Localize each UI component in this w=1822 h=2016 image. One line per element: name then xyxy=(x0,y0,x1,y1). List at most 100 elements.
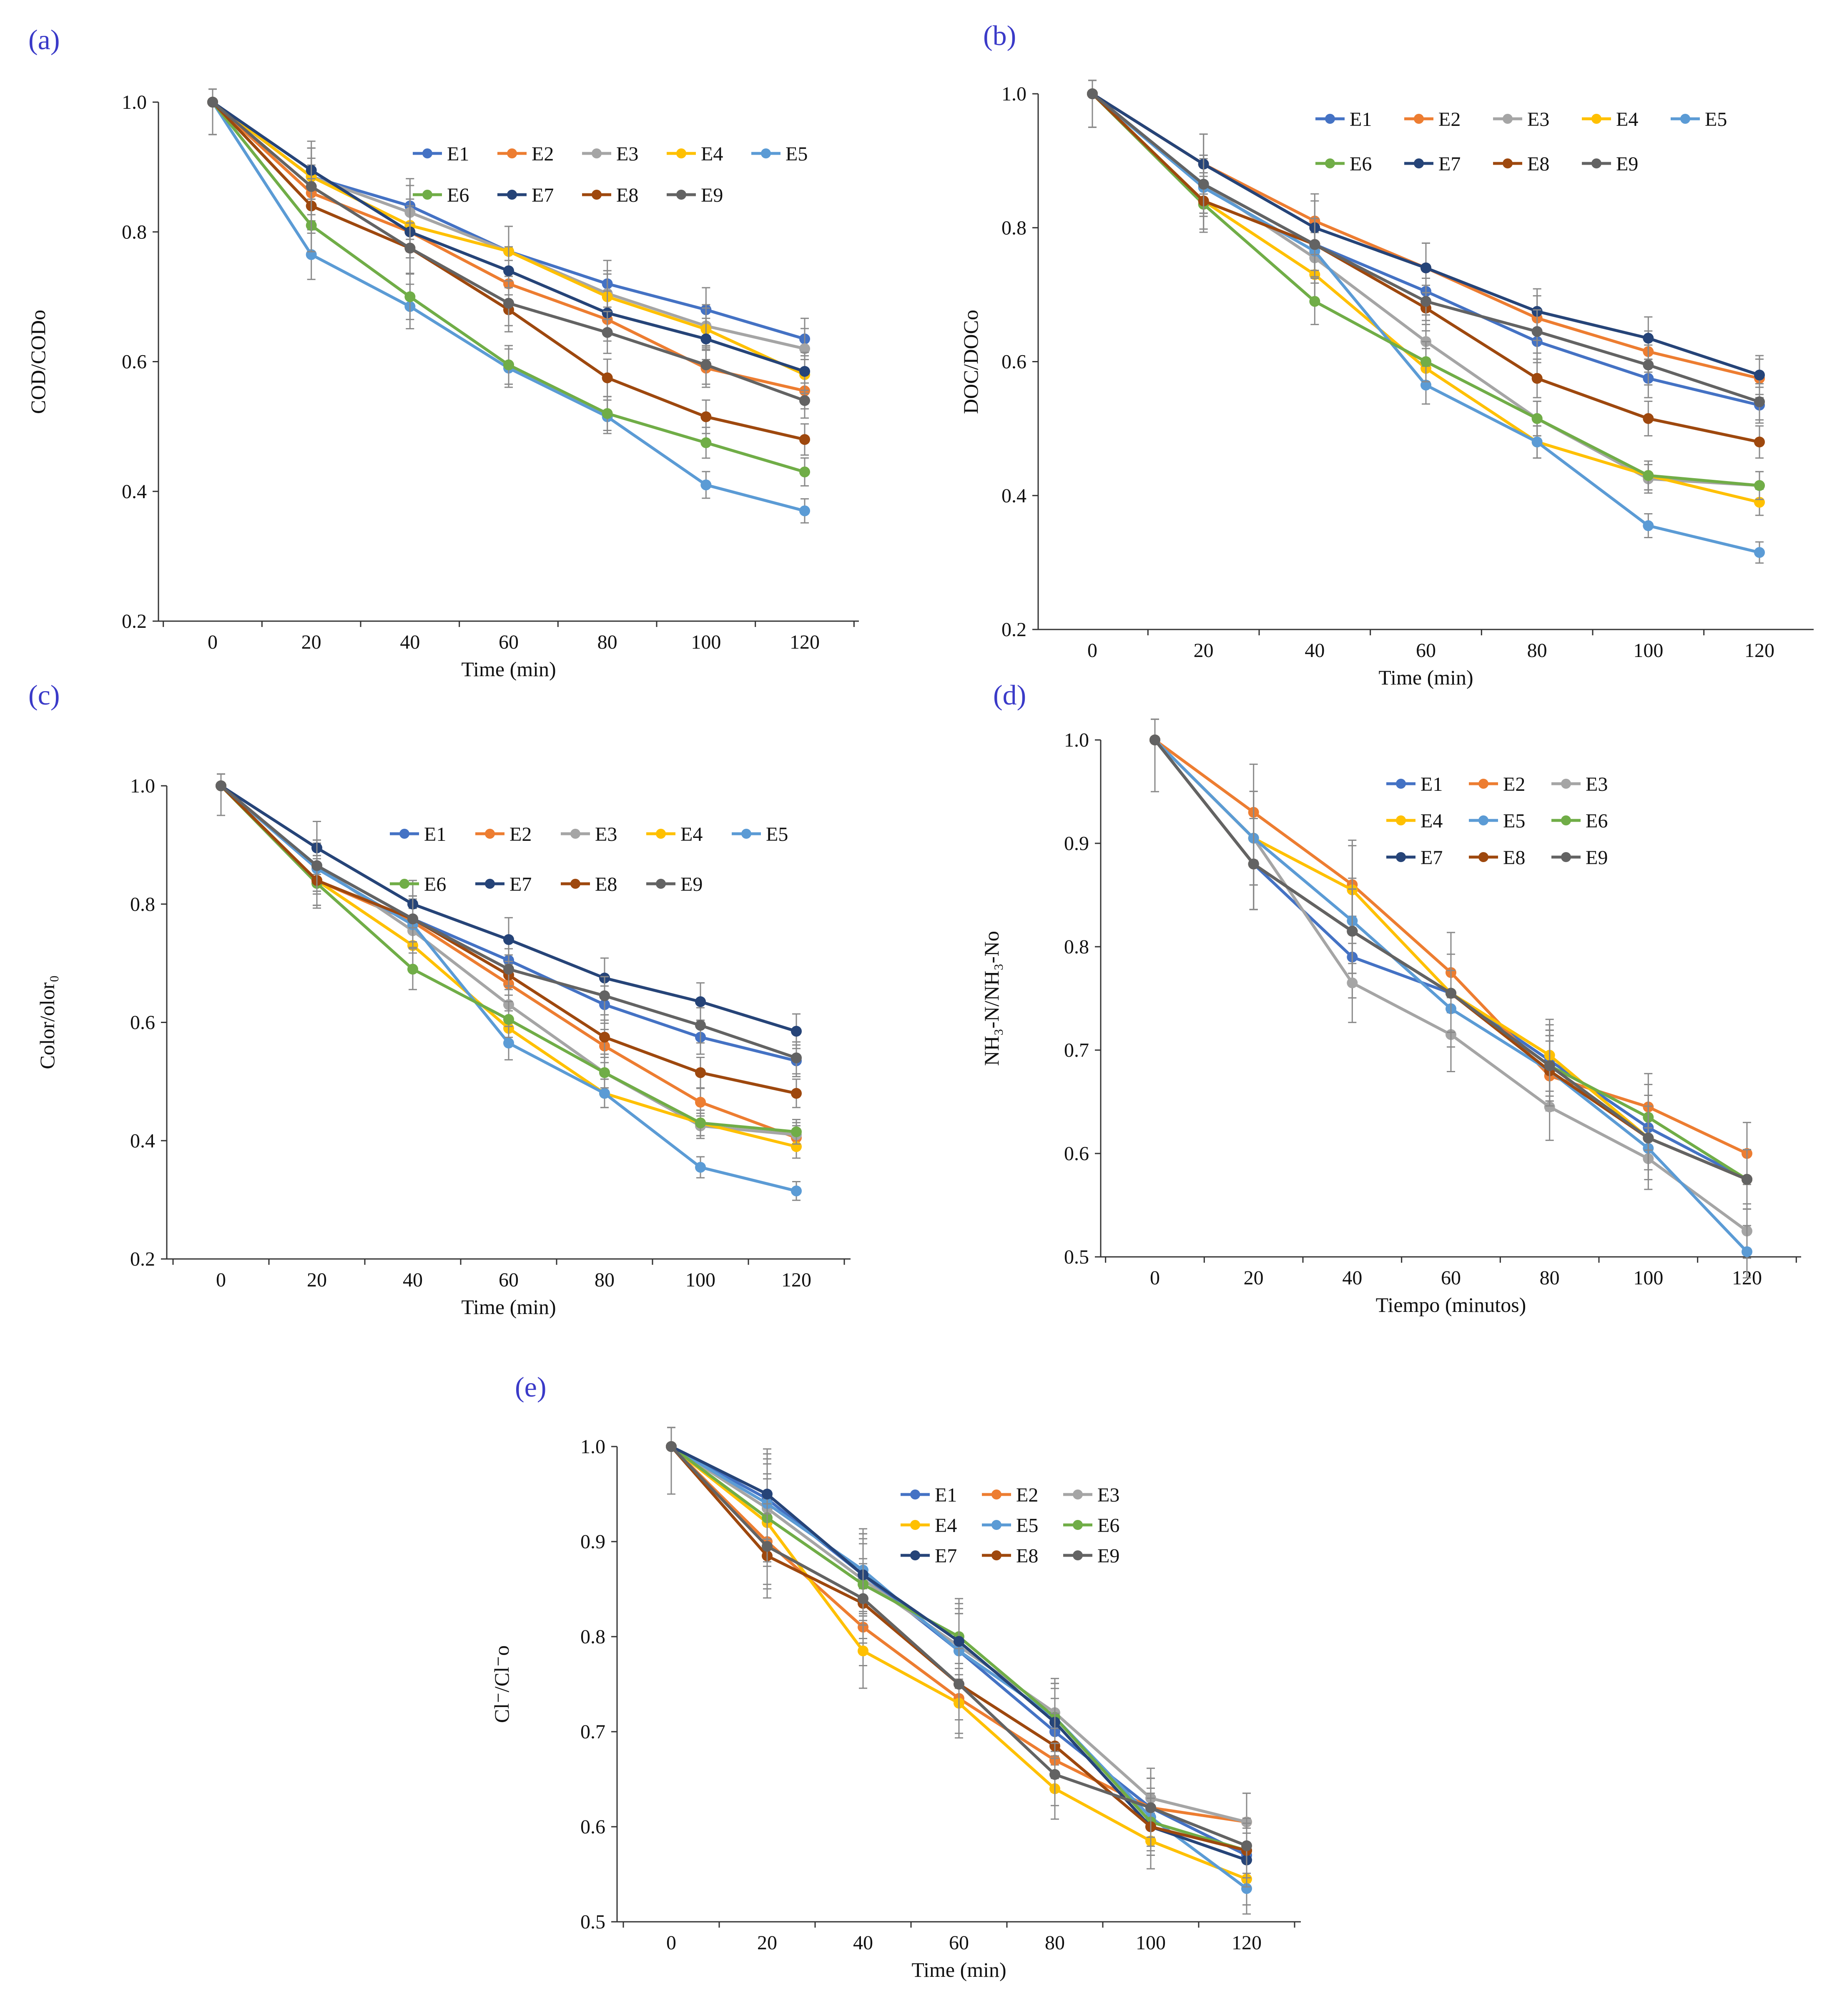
legend-item-E6: E6 xyxy=(1063,1515,1119,1537)
chart-panel-1: (a) 0.2 0.4 0.6 0.8 1.0 0 20 40 60 80 100 120 Time (m… xyxy=(26,24,859,681)
data-point xyxy=(1149,735,1160,745)
legend-item-E9: E9 xyxy=(646,873,703,895)
legend-marker xyxy=(507,148,517,158)
data-point xyxy=(1087,88,1098,99)
x-tick-label: 120 xyxy=(790,631,820,653)
panel-label: (b) xyxy=(983,20,1016,51)
legend-label: E8 xyxy=(1016,1545,1038,1567)
legend-marker xyxy=(1591,114,1601,124)
series-E9 xyxy=(1149,718,1752,1210)
legend: E1 E2 E3 E4 E5 E6 E7 E8 E9 xyxy=(1386,773,1608,869)
data-point xyxy=(1754,547,1765,558)
legend-marker xyxy=(1478,779,1488,789)
x-tick-label: 20 xyxy=(757,1932,777,1954)
legend-item-E7: E7 xyxy=(901,1545,957,1567)
legend-item-E9: E9 xyxy=(1551,847,1608,869)
data-point xyxy=(503,1014,514,1025)
legend-label: E2 xyxy=(1016,1484,1038,1506)
data-point xyxy=(762,1541,773,1552)
legend: E1 E2 E3 E4 E5 E6 E7 E8 E9 xyxy=(413,143,808,206)
data-point xyxy=(1241,1840,1252,1851)
legend-item-E6: E6 xyxy=(390,873,446,895)
y-tick-label: 1.0 xyxy=(580,1436,605,1458)
y-tick-label: 0.5 xyxy=(1064,1246,1089,1268)
data-point xyxy=(602,327,613,338)
y-tick-label: 0.8 xyxy=(1064,936,1089,958)
data-point xyxy=(1643,1132,1654,1143)
legend-marker xyxy=(1561,815,1571,825)
data-point xyxy=(1544,1060,1555,1071)
y-axis-label: COD/CODo xyxy=(26,310,50,414)
data-point xyxy=(799,466,810,478)
data-point xyxy=(1531,436,1543,448)
legend-marker xyxy=(741,829,751,839)
y-tick-label: 0.9 xyxy=(580,1531,605,1553)
legend-label: E6 xyxy=(1586,810,1608,832)
data-point xyxy=(1754,396,1765,407)
data-point xyxy=(503,1038,514,1049)
y-tick-label: 0.4 xyxy=(1001,485,1026,507)
data-point xyxy=(1049,1769,1060,1780)
legend: E1 E2 E3 E4 E5 E6 E7 E8 E9 xyxy=(390,823,788,895)
data-point xyxy=(1742,1246,1752,1257)
legend-item-E3: E3 xyxy=(561,823,617,845)
legend-label: E5 xyxy=(1705,108,1727,130)
data-point xyxy=(799,366,810,377)
legend-marker xyxy=(1591,158,1601,168)
y-tick-label: 0.6 xyxy=(580,1816,605,1838)
legend-item-E2: E2 xyxy=(475,823,532,845)
legend-item-E6: E6 xyxy=(413,184,469,206)
x-tick-label: 80 xyxy=(595,1269,615,1291)
legend-marker xyxy=(1073,1489,1083,1499)
legend-label: E4 xyxy=(935,1515,957,1537)
legend-marker xyxy=(570,829,580,839)
panel-label: (a) xyxy=(28,24,60,55)
data-point xyxy=(404,243,416,254)
y-tick-label: 0.7 xyxy=(580,1721,605,1743)
legend-item-E1: E1 xyxy=(390,823,446,845)
legend-marker xyxy=(1561,779,1571,789)
legend-label: E9 xyxy=(680,873,703,895)
legend-item-E2: E2 xyxy=(1469,773,1525,795)
legend-marker xyxy=(910,1520,920,1530)
data-point xyxy=(1347,977,1358,988)
x-tick-label: 80 xyxy=(1527,639,1547,662)
legend-item-E7: E7 xyxy=(1404,153,1461,175)
series-E9 xyxy=(1087,80,1765,421)
data-point xyxy=(858,1593,868,1604)
legend-label: E1 xyxy=(424,823,446,845)
data-point xyxy=(1643,470,1654,481)
legend-marker xyxy=(656,879,666,889)
legend-label: E3 xyxy=(616,143,638,165)
legend-marker xyxy=(592,148,602,158)
data-point xyxy=(311,860,322,871)
y-axis-label: DOC/DOCo xyxy=(959,310,982,414)
legend-label: E3 xyxy=(595,823,617,845)
data-point xyxy=(1643,413,1654,424)
x-tick-label: 120 xyxy=(1232,1932,1262,1954)
x-tick-label: 60 xyxy=(1416,639,1436,662)
x-tick-label: 60 xyxy=(949,1932,969,1954)
legend-item-E9: E9 xyxy=(667,184,723,206)
legend-marker xyxy=(1680,114,1690,124)
chart-panel-3: (c) 0.2 0.4 0.6 0.8 1.0 0 20 40 60 80 100 120 Time (m… xyxy=(28,679,851,1319)
legend-label: E4 xyxy=(680,823,703,845)
x-tick-label: 100 xyxy=(1633,1267,1663,1289)
y-tick-label: 0.4 xyxy=(122,481,147,503)
data-point xyxy=(695,996,706,1007)
y-tick-label: 0.9 xyxy=(1064,832,1089,855)
x-axis-label: Time (min) xyxy=(1378,666,1473,689)
legend-label: E7 xyxy=(532,184,554,206)
legend-label: E8 xyxy=(616,184,638,206)
legend-marker xyxy=(1561,852,1571,862)
legend-marker xyxy=(1325,158,1335,168)
legend-marker xyxy=(422,148,432,158)
y-tick-label: 0.6 xyxy=(130,1012,155,1034)
legend-marker xyxy=(1396,852,1406,862)
series-E9 xyxy=(207,88,810,419)
y-tick-label: 1.0 xyxy=(1001,83,1026,105)
x-tick-label: 120 xyxy=(781,1269,811,1291)
legend-label: E5 xyxy=(786,143,808,165)
legend-item-E7: E7 xyxy=(497,184,554,206)
legend-marker xyxy=(910,1550,920,1560)
